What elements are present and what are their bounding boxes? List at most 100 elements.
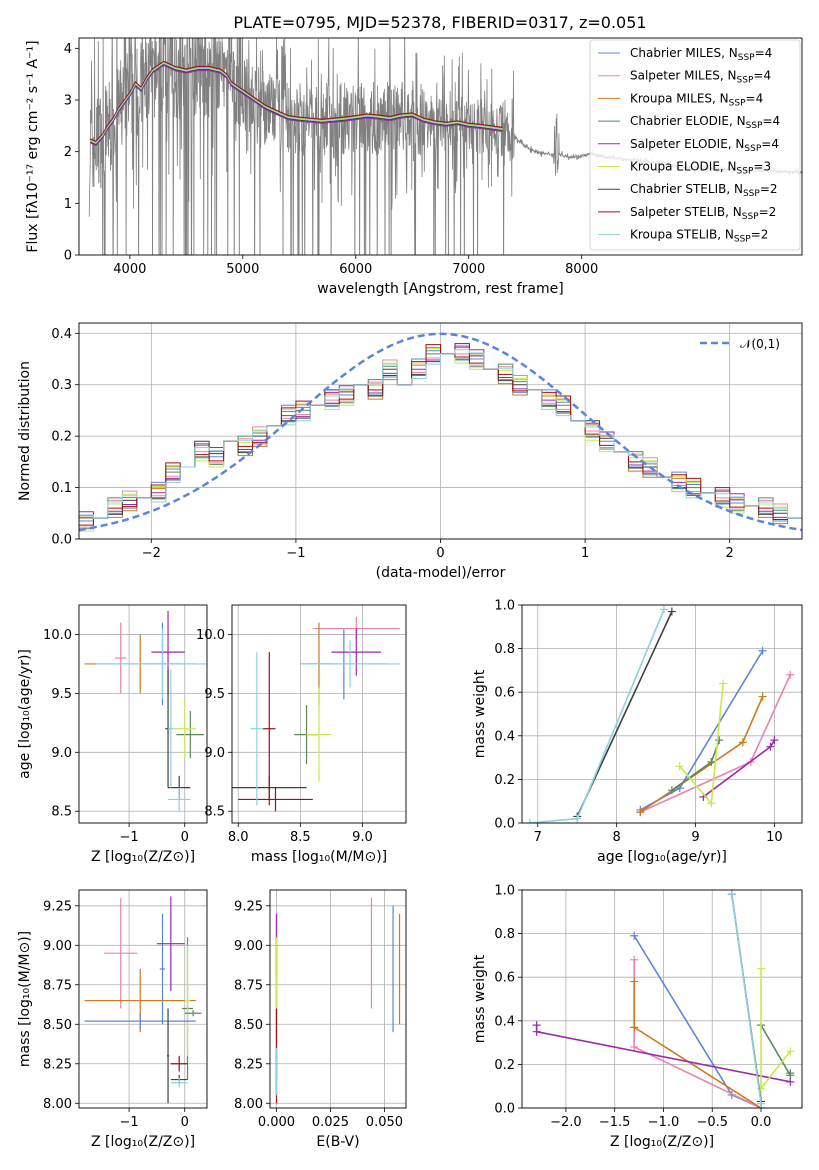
y-tick-label: 0.8 [494,927,515,942]
plot-area [79,332,802,532]
y-tick-label: 0.6 [494,686,515,701]
y-tick-label: 8.00 [43,1097,72,1112]
x-tick-label: 6000 [339,262,372,277]
legend-entry-6: Chabrier STELIB, NSSP=2 [630,182,778,199]
x-tick-label: 0.0 [751,1115,772,1130]
weight-marker [757,1099,766,1108]
axes-frame [78,889,208,1109]
panel-spectrum: 4000 5000 6000 7000 8000 0 1 2 3 4 wavelength [Ang… [25,37,803,297]
legend-entry-4: Salpeter ELODIE, NSSP=4 [630,137,779,154]
y-tick-label: 0.0 [51,533,72,548]
y-tick-label: 0.8 [494,642,515,657]
y-tick-label: 0.4 [51,327,72,342]
y-tick-label: 0.3 [51,378,72,393]
legend-entry-7: Salpeter STELIB, NSSP=2 [630,205,776,222]
x-tick-label: 1 [581,546,589,561]
x-axis-label: Z [log₁₀(Z/Z⊙)] [91,849,195,865]
x-tick-label: −0.5 [696,1115,728,1130]
axes-frame [78,604,208,824]
y-tick-label: 3 [64,94,72,109]
x-tick-label: 0.050 [366,1115,403,1130]
x-tick-label: 7 [534,830,542,845]
y-tick-label: 0 [64,249,72,264]
weight-line-0 [639,650,764,811]
y-tick-label: 8.5 [204,805,225,820]
y-tick-label: 9.5 [204,687,225,702]
plot-area [232,616,400,812]
weight-marker [667,607,676,616]
weight-marker [786,670,795,679]
weight-marker [659,605,668,614]
weight-marker [636,808,645,817]
y-axis-label: mass weight [472,954,488,1043]
x-axis-label: mass [log₁₀(M/M⊙)] [251,849,387,865]
y-tick-label: 8.50 [43,1018,72,1033]
y-tick-label: 1.0 [494,599,515,614]
y-tick-label: 0.2 [494,1058,515,1073]
weight-marker [630,931,639,940]
weight-marker [786,1047,795,1056]
y-tick-label: 9.00 [234,939,263,954]
weight-marker [630,977,639,986]
x-tick-label: −2 [142,546,161,561]
panel-residual_hist: −2 −1 0 1 2 0.0 0.1 0.2 0.3 0.4 (data-model)/error… [17,322,803,581]
y-tick-label: 9.25 [234,899,263,914]
weight-marker [525,819,534,823]
legend-entry-2: Kroupa MILES, NSSP=4 [630,91,763,108]
weight-marker [719,679,728,688]
y-tick-label: 9.0 [51,746,72,761]
y-tick-label: 0.2 [51,430,72,445]
x-tick-label: 2 [726,546,734,561]
x-tick-label: 9.0 [352,830,373,845]
panel-massweight_vs_Z: −2.0 −1.5 −1.0 −0.5 0.0 0.0 0.2 0.4 0.6 0.8 1.0 Z [… [472,884,803,1150]
x-tick-label: 8000 [565,262,598,277]
x-tick-label: 8 [613,830,621,845]
panel-mass_vs_ebv: 0.000 0.025 0.050 8.00 8.25 8.50 8.75 9.00 9.25 E… [234,889,407,1150]
gaussian-reference-line [79,332,802,532]
y-tick-label: 8.50 [234,1018,263,1033]
model-line-8 [90,62,503,145]
x-tick-label: −1 [120,1115,139,1130]
weight-marker [758,646,767,655]
x-tick-label: 0 [181,830,189,845]
y-tick-label: 9.00 [43,939,72,954]
x-tick-label: −2.0 [550,1115,582,1130]
weight-line-7 [529,609,665,823]
weight-marker [786,1077,795,1086]
plot-area [525,605,795,823]
weight-marker [758,692,767,701]
weight-marker [770,736,779,745]
y-tick-label: 10.0 [43,628,72,643]
x-axis-label: wavelength [Angstrom, rest frame] [317,281,563,297]
weight-line-1 [639,674,791,813]
axes-frame [78,322,803,540]
axes-frame [78,37,803,256]
y-tick-label: 1.0 [494,884,515,899]
plot-area [84,896,202,1104]
weight-marker [630,955,639,964]
y-tick-label: 0.2 [494,773,515,788]
weight-marker [707,799,716,808]
weight-line-2 [633,981,762,1108]
spectrum-legend: Chabrier MILES, NSSP=4 Salpeter MILES, NS… [589,39,801,251]
y-tick-label: 0.0 [494,1102,515,1117]
axes-frame [521,889,803,1109]
y-tick-label: 8.25 [43,1057,72,1072]
y-tick-label: 4 [64,42,72,57]
weight-line-7 [731,894,762,1104]
legend-entry-3: Chabrier ELODIE, NSSP=4 [630,114,780,131]
weight-marker [766,742,775,751]
legend-entry-0: Chabrier MILES, NSSP=4 [630,46,772,63]
y-tick-label: 8.5 [51,805,72,820]
weight-marker [630,1023,639,1032]
weight-marker [757,964,766,973]
panel-age_vs_Z: −1 0 8.5 9.0 9.5 10.0 Z [log₁₀(Z/Z⊙)] age [log₁… [17,604,208,865]
x-axis-label: Z [log₁₀(Z/Z⊙)] [91,1134,195,1150]
gauss-legend-label: 𝒩(0,1) [740,337,780,351]
x-tick-label: 8.5 [290,830,311,845]
x-tick-label: −1.5 [599,1115,631,1130]
y-tick-label: 9.5 [51,687,72,702]
weight-marker [786,1069,795,1078]
y-tick-label: 2 [64,145,72,160]
